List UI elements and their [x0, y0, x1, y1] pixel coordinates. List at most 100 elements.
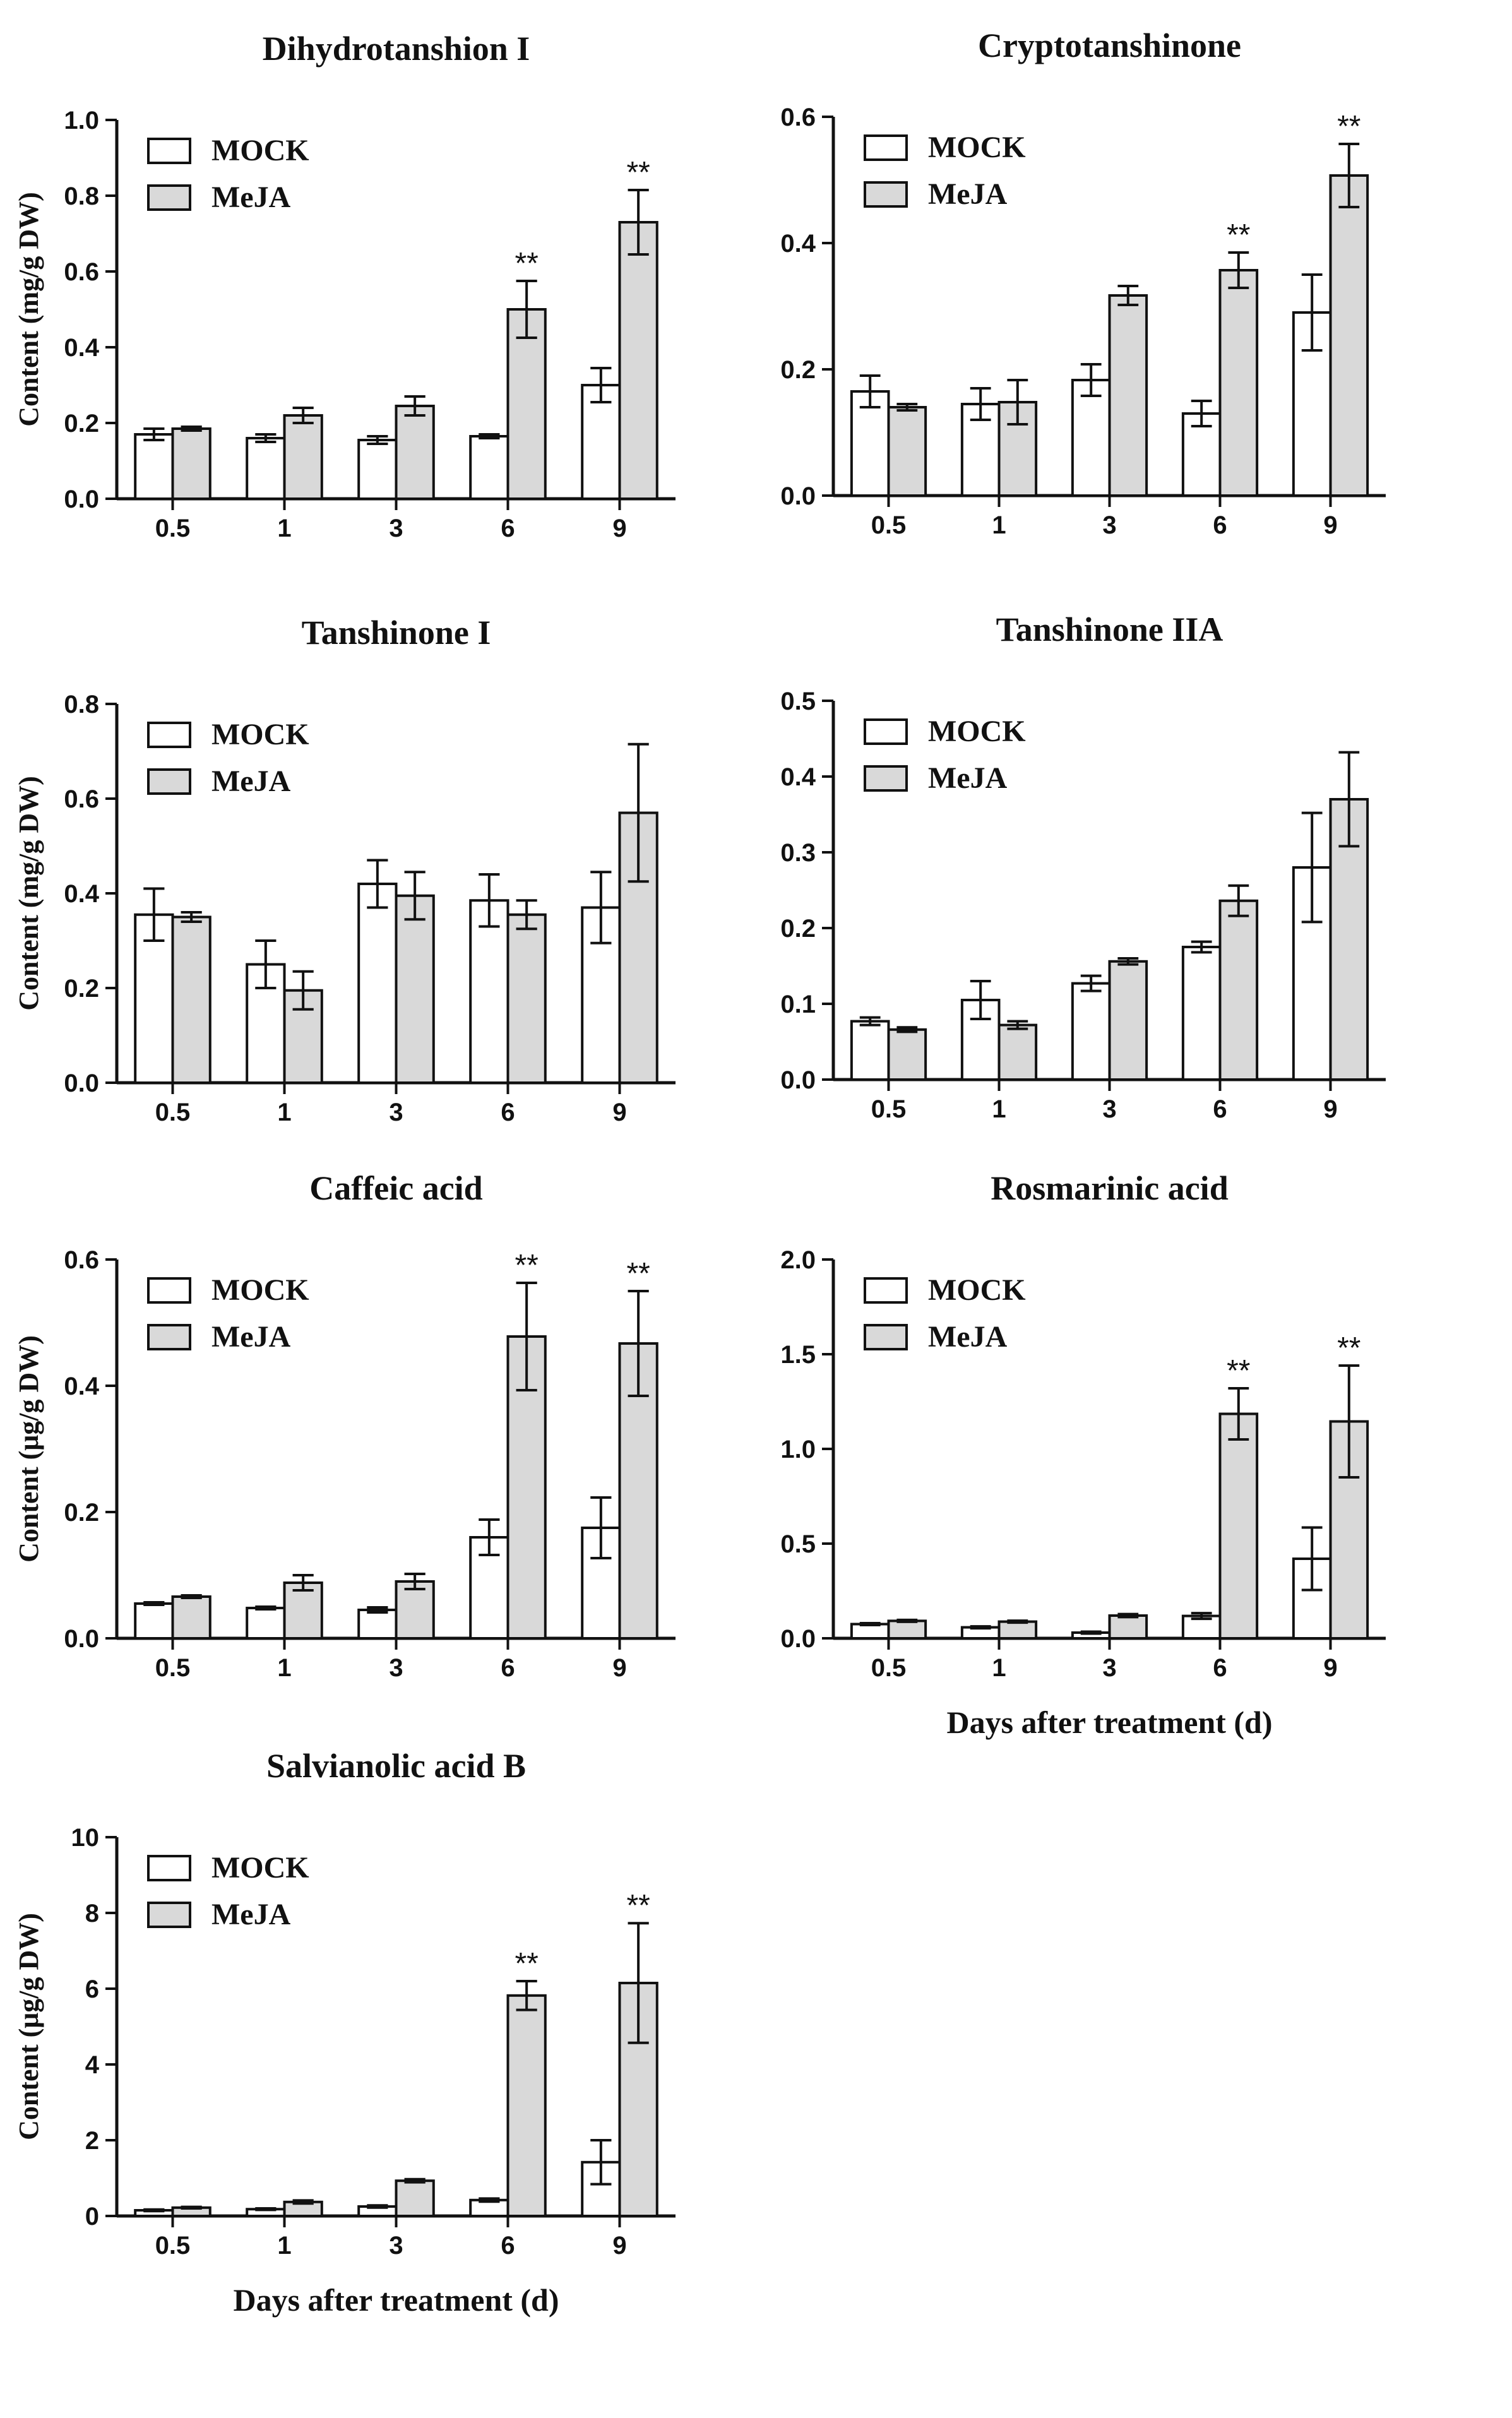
legend-swatch-meja	[864, 181, 908, 208]
x-tick-label: 0.5	[155, 1654, 191, 1682]
legend-swatch-mock	[864, 718, 908, 745]
y-tick-label: 4	[85, 2051, 100, 2079]
significance-mark: **	[1227, 218, 1250, 252]
y-tick-label: 0.4	[64, 1373, 99, 1400]
y-tick-label: 1.0	[780, 1436, 816, 1463]
y-tick-label: 0	[85, 2203, 99, 2230]
significance-mark: **	[1227, 1354, 1250, 1388]
x-tick-label: 9	[612, 1099, 626, 1126]
legend-swatch-mock	[147, 1855, 191, 1881]
significance-mark: **	[515, 1947, 538, 1980]
legend-label: MeJA	[211, 765, 291, 798]
bar-meja-6	[506, 308, 547, 500]
legend-swatch-meja	[147, 1324, 191, 1350]
legend-label: MOCK	[211, 134, 309, 167]
y-axis-label: Content (μg/g DW)	[13, 1335, 44, 1563]
legend-swatch-mock	[147, 138, 191, 164]
bar-mock-1	[246, 437, 286, 500]
y-tick-label: 0.2	[64, 1499, 99, 1527]
legend-swatch-mock	[864, 1277, 908, 1304]
x-tick-label: 3	[1102, 1095, 1116, 1123]
x-tick-label: 9	[612, 515, 626, 542]
bar-meja-0.5	[171, 427, 211, 500]
bar-meja-3	[1108, 294, 1148, 497]
bar-mock-6	[469, 435, 509, 500]
legend-swatch-meja	[864, 1324, 908, 1350]
legend-label: MeJA	[928, 177, 1008, 211]
x-tick-label: 0.5	[155, 515, 191, 542]
y-tick-label: 0.0	[64, 485, 99, 513]
bar-mock-3	[357, 883, 398, 1084]
y-tick-label: 0.2	[64, 975, 99, 1003]
y-tick-label: 0.1	[780, 991, 816, 1018]
bar-mock-0.5	[850, 1020, 890, 1081]
bar-meja-9	[618, 811, 658, 1084]
x-tick-label: 9	[1323, 1095, 1337, 1123]
bar-meja-6	[506, 913, 547, 1084]
x-tick-label: 3	[389, 1654, 403, 1682]
x-tick-label: 9	[1323, 511, 1337, 539]
bar-mock-0.5	[134, 1602, 174, 1640]
y-tick-label: 0.6	[64, 785, 99, 813]
significance-mark: **	[1337, 110, 1360, 143]
bar-meja-1	[283, 1581, 323, 1640]
x-tick-label: 0.5	[871, 511, 907, 539]
bar-meja-3	[395, 2179, 435, 2217]
bar-mock-3	[357, 439, 398, 500]
legend-swatch-meja	[147, 184, 191, 211]
x-tick-label: 6	[501, 1654, 515, 1682]
x-tick-label: 1	[277, 2232, 291, 2260]
y-tick-label: 0.4	[780, 763, 816, 791]
bar-mock-0.5	[134, 433, 174, 500]
x-tick-label: 1	[277, 515, 291, 542]
x-tick-label: 0.5	[871, 1654, 907, 1682]
bar-mock-0.5	[134, 913, 174, 1084]
y-tick-label: 0.5	[780, 1530, 816, 1558]
y-tick-label: 0.6	[64, 258, 99, 286]
x-tick-label: 1	[277, 1654, 291, 1682]
y-tick-label: 0.0	[64, 1069, 99, 1097]
chart-panel-3: Tanshinone I 0.0 0.2 0.4 0.6 0.8 0.5 1 3 6 9 MOCK Me…	[13, 614, 676, 1126]
chart-title: Tanshinone I	[302, 614, 491, 652]
legend-label: MOCK	[211, 1851, 309, 1885]
legend-label: MeJA	[928, 1320, 1008, 1354]
y-tick-label: 0.2	[64, 410, 99, 438]
x-tick-label: 1	[277, 1099, 291, 1126]
bar-meja-3	[395, 405, 435, 500]
y-tick-label: 0.2	[780, 915, 816, 943]
bar-meja-0.5	[887, 1619, 927, 1640]
chart-panel-1: Dihydrotanshion I 0.0 0.2 0.4 0.6 0.8 1.0 0.5 1 3…	[13, 30, 676, 542]
legend-label: MeJA	[211, 1320, 291, 1354]
bar-mock-3	[1071, 982, 1111, 1081]
y-tick-label: 0.6	[64, 1246, 99, 1274]
y-tick-label: 0.5	[780, 688, 816, 715]
x-tick-label: 1	[992, 1095, 1006, 1123]
chart-title: Tanshinone IIA	[996, 610, 1223, 648]
y-tick-label: 1.0	[64, 107, 99, 134]
y-tick-label: 0.8	[64, 182, 99, 210]
significance-mark: **	[515, 247, 538, 280]
y-tick-label: 8	[85, 1900, 99, 1927]
chart-panel-7: Salvianolic acid B 0 2 4 6 8 10 0.5 1 3 6 9 ** ** MOCK…	[13, 1747, 676, 2318]
legend-swatch-mock	[147, 722, 191, 748]
significance-mark: **	[626, 1889, 650, 1922]
x-tick-label: 3	[1102, 1654, 1116, 1682]
x-tick-label: 9	[612, 1654, 626, 1682]
legend-swatch-mock	[864, 134, 908, 161]
y-tick-label: 10	[71, 1824, 100, 1852]
significance-mark: **	[626, 1257, 650, 1290]
chart-panel-2: Cryptotanshinone 0.0 0.2 0.4 0.6 0.5 1 3 6 9 ** ** M…	[780, 27, 1386, 539]
bar-meja-9	[1329, 174, 1369, 497]
legend-label: MOCK	[928, 715, 1026, 748]
chart-title: Dihydrotanshion I	[263, 30, 530, 68]
bar-meja-6	[1218, 1412, 1259, 1640]
y-tick-label: 0.2	[780, 356, 816, 384]
legend-swatch-mock	[147, 1277, 191, 1304]
bar-meja-3	[1108, 1614, 1148, 1640]
bar-meja-1	[997, 1620, 1038, 1640]
chart-panel-6: Rosmarinic acid 0.0 0.5 1.0 1.5 2.0 0.5 1 3 6 9 ** *…	[780, 1169, 1386, 1740]
bar-meja-3	[395, 894, 435, 1084]
bar-mock-6	[1181, 946, 1222, 1081]
bar-meja-3	[395, 1580, 435, 1640]
